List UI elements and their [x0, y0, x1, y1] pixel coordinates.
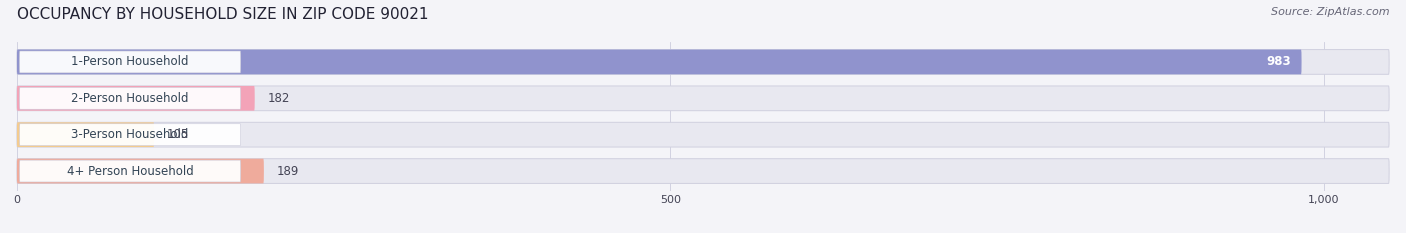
Text: 182: 182 [267, 92, 290, 105]
FancyBboxPatch shape [17, 159, 1389, 183]
Text: 3-Person Household: 3-Person Household [72, 128, 188, 141]
FancyBboxPatch shape [20, 124, 240, 146]
FancyBboxPatch shape [17, 122, 1389, 147]
FancyBboxPatch shape [17, 159, 264, 183]
FancyBboxPatch shape [17, 50, 1389, 74]
Text: 983: 983 [1267, 55, 1291, 69]
Text: OCCUPANCY BY HOUSEHOLD SIZE IN ZIP CODE 90021: OCCUPANCY BY HOUSEHOLD SIZE IN ZIP CODE … [17, 7, 429, 22]
Text: 105: 105 [167, 128, 190, 141]
FancyBboxPatch shape [17, 122, 155, 147]
FancyBboxPatch shape [17, 50, 1302, 74]
Text: 2-Person Household: 2-Person Household [72, 92, 188, 105]
FancyBboxPatch shape [17, 86, 254, 111]
Text: 189: 189 [277, 164, 299, 178]
Text: 4+ Person Household: 4+ Person Household [66, 164, 194, 178]
FancyBboxPatch shape [20, 160, 240, 182]
FancyBboxPatch shape [20, 51, 240, 73]
Text: Source: ZipAtlas.com: Source: ZipAtlas.com [1271, 7, 1389, 17]
FancyBboxPatch shape [20, 87, 240, 109]
FancyBboxPatch shape [17, 86, 1389, 111]
Text: 1-Person Household: 1-Person Household [72, 55, 188, 69]
